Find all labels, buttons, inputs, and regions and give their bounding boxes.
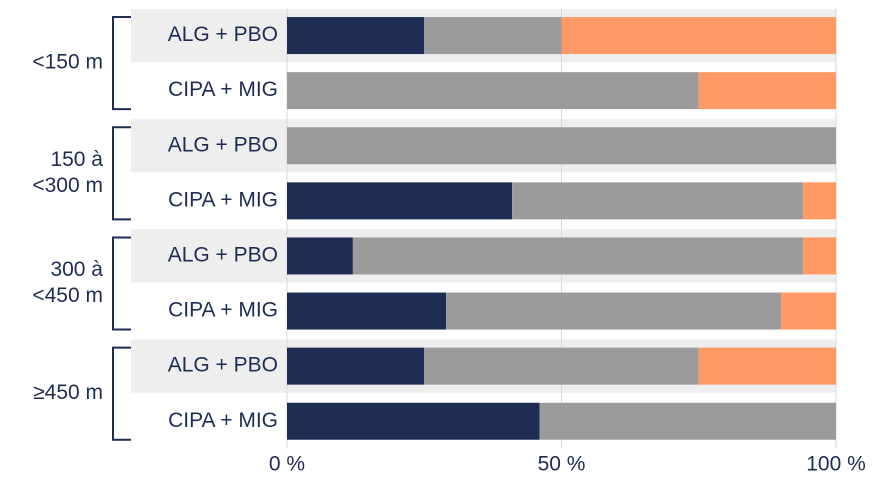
bar-segment (424, 17, 562, 55)
category-label: ALG + PBO (168, 133, 278, 156)
bar-segment (287, 182, 513, 220)
bar-segment (287, 72, 699, 110)
bar-segment (698, 72, 836, 110)
category-label: ALG + PBO (168, 243, 278, 266)
bar-segment (803, 182, 836, 220)
category-label: CIPA + MIG (168, 78, 278, 101)
bar-segment (287, 127, 836, 165)
group-label: 300 à (50, 258, 103, 281)
bar-segment (287, 237, 353, 275)
category-label: CIPA + MIG (168, 299, 278, 322)
group-bracket (112, 16, 131, 111)
group-label: ≥450 m (33, 381, 103, 404)
bar-segment (287, 292, 447, 330)
x-tick-label: 0 % (269, 453, 305, 476)
group-bracket (112, 126, 131, 221)
bar-segment (287, 347, 425, 385)
group-label: <450 m (32, 284, 103, 307)
bar-segment (561, 17, 836, 55)
x-tick-label: 50 % (538, 453, 586, 476)
bar-segment (352, 237, 804, 275)
bar-segment (512, 182, 804, 220)
bar-segment (698, 347, 836, 385)
category-label: CIPA + MIG (168, 409, 278, 432)
bar-segment (424, 347, 699, 385)
category-label: ALG + PBO (168, 23, 278, 46)
category-label: ALG + PBO (168, 354, 278, 377)
x-tick-label: 100 % (806, 453, 866, 476)
bar-segment (287, 402, 540, 440)
bar-segment (539, 402, 836, 440)
bar-segment (287, 17, 425, 55)
bar-segment (803, 237, 836, 275)
category-label: CIPA + MIG (168, 188, 278, 211)
group-label: <150 m (32, 51, 103, 74)
group-bracket (112, 236, 131, 331)
bar-segment (781, 292, 836, 330)
group-label: 150 à (50, 148, 103, 171)
group-bracket (112, 346, 131, 441)
bar-segment (446, 292, 782, 330)
group-label: <300 m (32, 174, 103, 197)
